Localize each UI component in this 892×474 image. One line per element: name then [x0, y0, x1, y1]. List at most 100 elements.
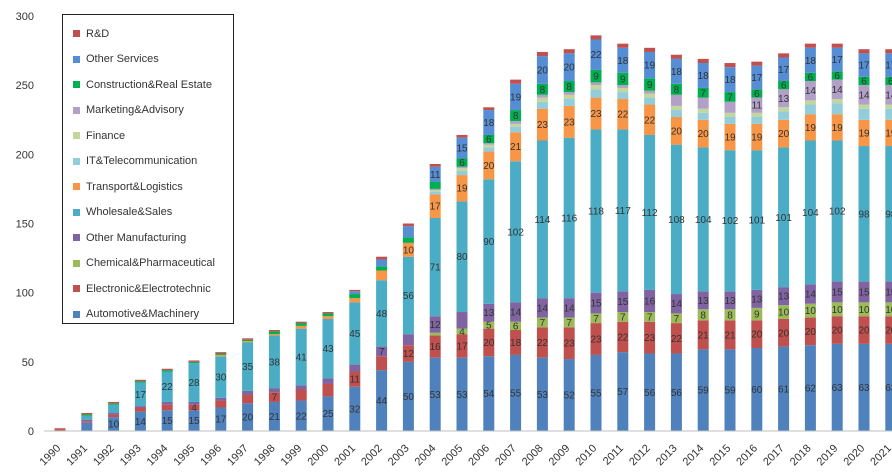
bar-segment	[804, 284, 816, 304]
bar-segment	[81, 413, 93, 415]
data-label: 19	[885, 128, 892, 139]
x-tick-label: 2000	[305, 442, 331, 468]
bar-segment	[751, 116, 763, 124]
data-label: 15	[188, 416, 200, 427]
bar-segment	[617, 312, 629, 322]
bar-segment	[134, 379, 146, 382]
bar-segment	[510, 126, 522, 133]
data-label: 20	[751, 330, 763, 341]
x-tick-label: 2001	[332, 442, 358, 468]
bar-segment	[670, 116, 682, 145]
bar-segment	[778, 119, 790, 148]
bar-segment	[724, 150, 736, 292]
x-tick-label: 1990	[37, 442, 63, 468]
bar-segment	[242, 403, 254, 431]
bar-segment	[804, 100, 816, 105]
bar-segment	[751, 348, 763, 431]
legend-item: Other Services	[73, 47, 233, 73]
data-label: 10	[832, 305, 844, 316]
bar-segment	[536, 108, 548, 141]
data-label: 54	[483, 389, 495, 400]
bar-segment	[563, 105, 575, 138]
data-label: 22	[644, 115, 656, 126]
bar-segment	[161, 404, 173, 411]
legend-label: IT&Telecommunication	[86, 155, 198, 168]
data-label: 20	[832, 326, 844, 337]
data-label: 8	[674, 85, 680, 96]
bar-segment	[429, 191, 441, 195]
bar-segment	[644, 47, 656, 52]
data-label: 23	[590, 109, 602, 120]
bar-segment	[456, 168, 468, 171]
bar-segment	[778, 346, 790, 431]
bar-segment	[858, 49, 870, 54]
x-tick-label: 1995	[171, 442, 197, 468]
data-label: 21	[698, 330, 710, 341]
bar-segment	[804, 72, 816, 82]
bar-segment	[215, 352, 227, 354]
bar-segment	[268, 335, 280, 389]
data-label: 101	[748, 216, 765, 227]
bar-segment	[215, 356, 227, 398]
bar-segment	[751, 65, 763, 90]
bar-segment	[268, 330, 280, 332]
data-label: 15	[832, 287, 844, 298]
data-label: 9	[593, 72, 599, 83]
data-label: 11	[752, 101, 763, 112]
data-label: 19	[751, 133, 763, 144]
x-tick-label: 2014	[681, 442, 707, 468]
data-label: 22	[671, 334, 683, 345]
bar-segment	[483, 110, 495, 135]
bar-segment	[536, 83, 548, 95]
data-label: 9	[620, 74, 626, 85]
data-label: 4	[459, 327, 465, 338]
data-label: 20	[483, 161, 495, 172]
data-label: 17	[751, 73, 763, 84]
bar-segment	[483, 147, 495, 152]
bar-segment	[563, 92, 575, 95]
y-tick-label: 50	[22, 357, 34, 369]
data-label: 63	[858, 383, 870, 394]
bar-segment	[644, 90, 656, 94]
x-tick-label: 2020	[841, 442, 867, 468]
data-label: 17	[778, 65, 790, 76]
bar-segment	[804, 104, 816, 115]
bar-segment	[644, 93, 656, 98]
data-label: 20	[242, 413, 254, 424]
bar-segment	[349, 298, 361, 303]
bar-segment	[697, 97, 709, 109]
legend-label: Finance	[86, 129, 126, 142]
data-label: 20	[778, 328, 790, 339]
data-label: 16	[644, 296, 656, 307]
bar-segment	[885, 146, 892, 282]
data-label: 8	[566, 82, 572, 93]
data-label: 6	[808, 72, 814, 83]
bar-segment	[402, 345, 414, 362]
data-label: 7	[620, 312, 626, 323]
x-tick-label: 2002	[359, 442, 385, 468]
legend-swatch	[73, 310, 80, 318]
bar-segment	[429, 357, 441, 431]
data-label: 23	[564, 339, 576, 350]
bar-segment	[510, 330, 522, 355]
data-label: 21	[510, 142, 522, 153]
bar-segment	[510, 79, 522, 84]
x-tick-label: 1992	[91, 442, 117, 468]
data-label: 56	[403, 291, 415, 302]
bar-segment	[617, 352, 629, 431]
bar-segment	[108, 401, 120, 404]
bar-segment	[242, 339, 254, 342]
bar-segment	[724, 349, 736, 431]
data-label: 14	[510, 308, 522, 319]
bar-segment	[831, 43, 843, 48]
data-label: 6	[513, 321, 519, 332]
bar-segment	[804, 47, 816, 73]
bar-segment	[108, 417, 120, 431]
data-label: 18	[698, 71, 710, 82]
bar-segment	[831, 140, 843, 282]
legend-label: Other Services	[86, 53, 159, 66]
data-label: 20	[698, 129, 710, 140]
data-label: 102	[722, 216, 739, 227]
bar-segment	[563, 49, 575, 54]
bar-segment	[590, 85, 602, 90]
